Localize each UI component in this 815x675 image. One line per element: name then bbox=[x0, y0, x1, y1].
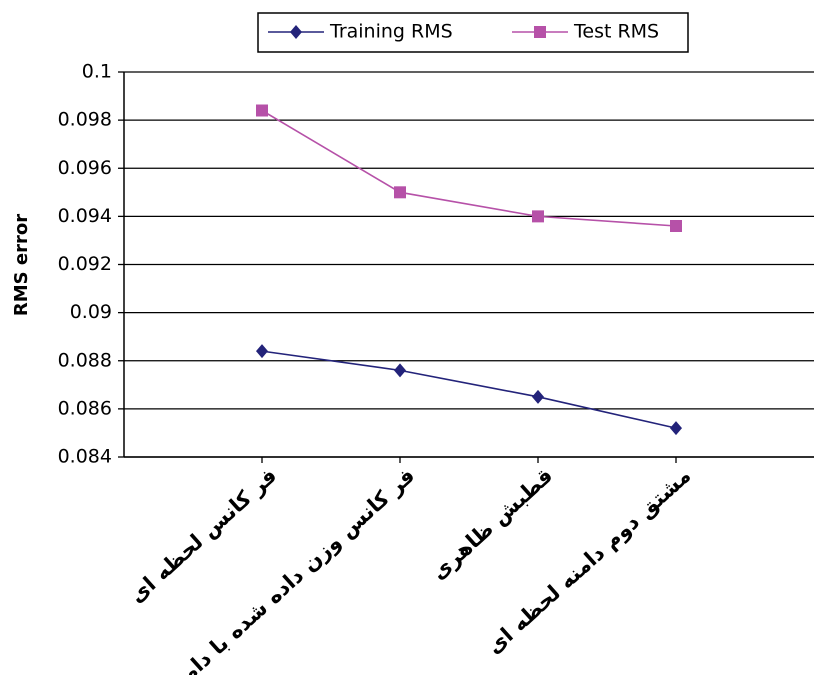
y-tick-label: 0.1 bbox=[82, 61, 112, 83]
y-tick-label: 0.096 bbox=[58, 157, 112, 179]
legend-label: Training RMS bbox=[329, 21, 453, 43]
point bbox=[670, 421, 682, 436]
series-line bbox=[261, 350, 677, 429]
series-line bbox=[261, 109, 677, 227]
y-tick-label: 0.088 bbox=[58, 349, 112, 371]
point bbox=[256, 344, 268, 359]
legend-marker bbox=[534, 26, 546, 38]
point bbox=[532, 210, 544, 223]
y-tick-label: 0.084 bbox=[58, 446, 112, 468]
point bbox=[256, 104, 268, 117]
x-tick-label: فر کانس وزن داده شده با دامنه bbox=[161, 463, 419, 675]
point bbox=[394, 186, 406, 199]
point bbox=[670, 220, 682, 232]
legend-label: Test RMS bbox=[573, 21, 659, 43]
y-tick-label: 0.094 bbox=[58, 205, 112, 227]
x-tick-label: فر کانس لحظه ای bbox=[125, 463, 282, 607]
x-tick-label: قطبش ظاهری bbox=[427, 463, 558, 584]
legend-box bbox=[257, 12, 689, 53]
y-tick-label: 0.09 bbox=[70, 301, 112, 323]
point bbox=[532, 389, 544, 404]
y-tick-label: 0.098 bbox=[58, 109, 112, 131]
y-tick-label: 0.092 bbox=[58, 253, 112, 275]
point bbox=[394, 363, 406, 378]
y-axis-label: RMS error bbox=[11, 214, 32, 316]
legend-marker bbox=[290, 25, 302, 39]
y-tick-label: 0.086 bbox=[58, 397, 112, 419]
